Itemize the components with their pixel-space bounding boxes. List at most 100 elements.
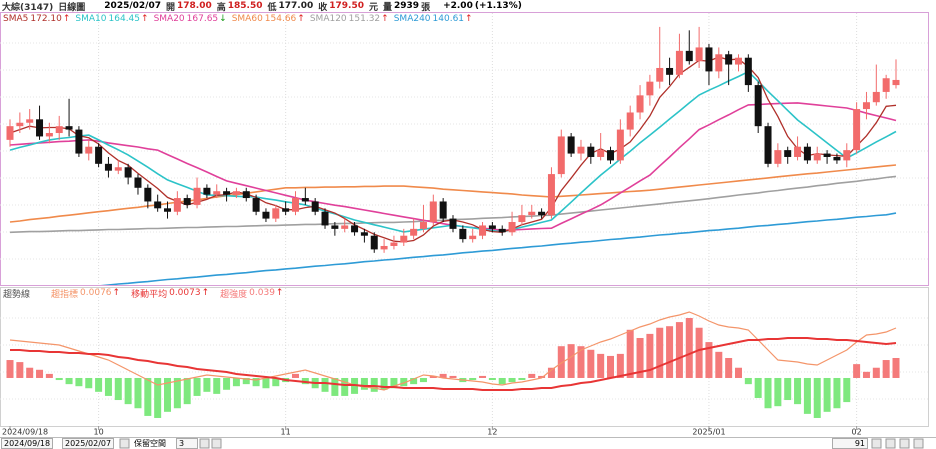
- legend-name: SMA120: [309, 14, 347, 24]
- candle-body: [853, 109, 861, 151]
- candle-body: [272, 208, 280, 219]
- candle-body: [6, 126, 14, 140]
- candle-body: [173, 198, 181, 212]
- icon-button[interactable]: [913, 438, 924, 449]
- x-tick-label: 11: [281, 428, 291, 437]
- indicator-legend: 趨勢線 趨指標 0.0076 ↑ 移動平均 0.0073 ↑ 趨強度 0.039 ↑: [3, 288, 284, 300]
- candle-body: [311, 201, 319, 212]
- candle-body: [321, 211, 329, 226]
- histogram-bar: [587, 349, 595, 378]
- candle-body: [65, 126, 73, 130]
- histogram-bar: [734, 367, 742, 378]
- candle-body: [774, 150, 782, 164]
- legend-arrow: ↑: [275, 288, 284, 298]
- histogram-bar: [360, 377, 368, 390]
- histogram-bar: [55, 377, 63, 381]
- ma-line: [9, 56, 897, 243]
- histogram-bar: [498, 377, 506, 385]
- histogram-bar: [65, 377, 73, 385]
- icon-button[interactable]: [119, 438, 130, 449]
- legend-value: 0.0073: [169, 288, 201, 298]
- candle-body: [695, 47, 703, 62]
- histogram-bar: [291, 373, 299, 378]
- legend-value: 164.45: [108, 14, 141, 24]
- histogram-bar: [223, 377, 231, 390]
- legend-name: SMA10: [75, 14, 107, 24]
- histogram-bar: [715, 351, 723, 378]
- candle-body: [331, 225, 339, 229]
- histogram-bar: [528, 373, 536, 378]
- icon-button[interactable]: [199, 438, 210, 449]
- close-unit: 元: [368, 2, 378, 13]
- histogram-bar: [134, 377, 142, 409]
- histogram-bar: [666, 326, 674, 378]
- histogram-bar: [754, 377, 762, 398]
- icon-button[interactable]: [211, 438, 222, 449]
- icon-button[interactable]: [885, 438, 896, 449]
- candle-body: [193, 187, 201, 205]
- candle-body: [85, 146, 93, 154]
- histogram-bar: [518, 377, 526, 381]
- histogram-bar: [823, 377, 831, 412]
- end-date-input[interactable]: 2025/02/07: [62, 438, 115, 449]
- candle-body: [144, 187, 152, 202]
- candle-body: [75, 129, 83, 154]
- icon-button[interactable]: [871, 438, 882, 449]
- legend-arrow: ↑: [141, 14, 149, 24]
- histogram-bar: [626, 329, 634, 378]
- histogram-bar: [744, 377, 752, 385]
- candle-body: [498, 228, 506, 233]
- ohlc-label: 收: [318, 2, 328, 13]
- candle-body: [764, 126, 772, 164]
- legend-value: 140.61: [432, 14, 465, 24]
- candle-body: [833, 156, 841, 161]
- count-input[interactable]: 91: [832, 438, 868, 449]
- histogram-bar: [764, 377, 772, 409]
- legend-value: 154.66: [264, 14, 297, 24]
- candle-body: [95, 146, 103, 164]
- indicator-plot: [0, 288, 928, 425]
- candle-body: [419, 222, 427, 229]
- ma-line: [9, 70, 897, 233]
- candle-body: [597, 150, 605, 157]
- candle-body: [449, 218, 457, 229]
- volume-value: 2939: [394, 1, 420, 11]
- candle-body: [400, 235, 408, 243]
- legend-value: 167.65: [186, 14, 219, 24]
- start-date-input[interactable]: 2024/09/18: [1, 438, 54, 449]
- histogram-bar: [508, 377, 516, 383]
- candle-body: [380, 245, 388, 250]
- x-tick-label: 02: [852, 428, 862, 437]
- histogram-bar: [557, 346, 565, 378]
- candle-body: [656, 67, 664, 82]
- histogram-bar: [193, 377, 201, 396]
- histogram-bar: [183, 377, 191, 405]
- icon-button[interactable]: [899, 438, 910, 449]
- histogram-bar: [104, 377, 112, 396]
- histogram-bar: [813, 377, 821, 418]
- legend-arrow: ↑: [465, 14, 473, 24]
- candle-body: [725, 54, 733, 65]
- candle-body: [607, 150, 615, 161]
- histogram-bar: [774, 377, 782, 407]
- price-panel-frame: [0, 12, 929, 286]
- legend-arrow: ↑: [297, 14, 305, 24]
- legend-name: SMA5: [3, 14, 29, 24]
- ma-legend: SMA5 172.10 ↑ SMA10 164.45 ↑ SMA20 167.65 ↓ SMA60…: [3, 14, 473, 24]
- histogram-bar: [695, 327, 703, 378]
- candle-body: [370, 235, 378, 250]
- candle-body: [547, 174, 555, 216]
- indicator-title: 趨勢線: [3, 289, 31, 300]
- candle-body: [557, 136, 565, 175]
- candle-body: [882, 78, 890, 92]
- histogram-bar: [272, 377, 280, 387]
- candle-body: [734, 57, 742, 65]
- stock-name: 大綜(3147): [2, 2, 54, 13]
- reserve-input[interactable]: 3: [176, 438, 198, 449]
- candle-body: [301, 198, 309, 202]
- legend-arrow: ↓: [219, 14, 227, 24]
- candle-body: [242, 191, 250, 199]
- price-plot: [0, 13, 928, 285]
